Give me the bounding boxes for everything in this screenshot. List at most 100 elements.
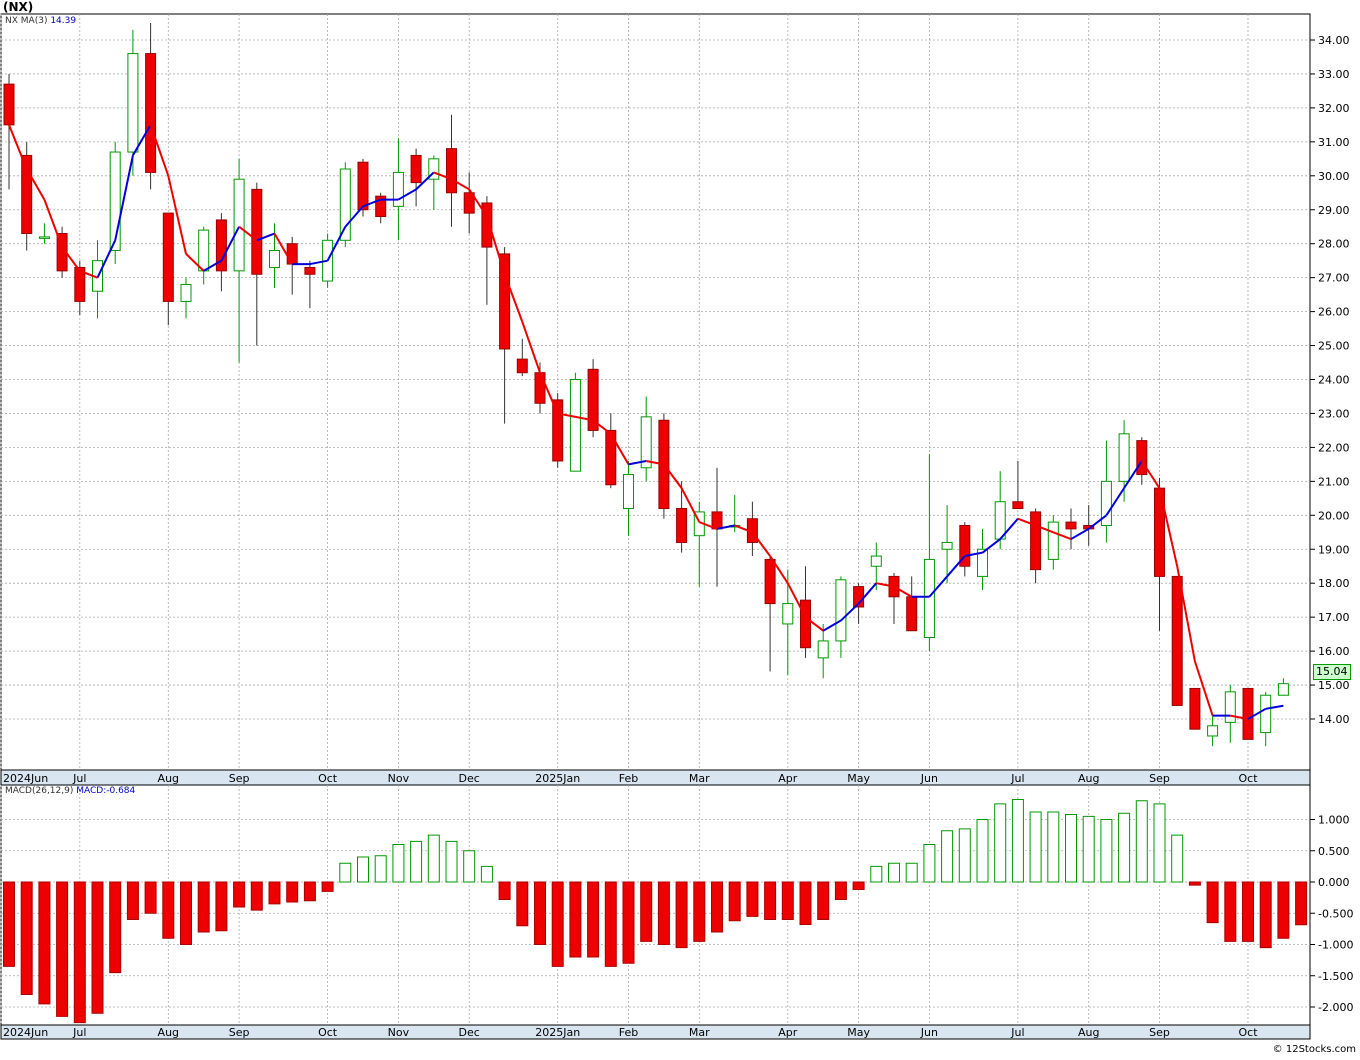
macd-date-label: Feb: [619, 1026, 638, 1039]
macd-bar: [1259, 881, 1272, 949]
macd-bar: [675, 881, 688, 949]
macd-bar: [392, 844, 405, 883]
macd-date-label: Jul: [1010, 1026, 1024, 1039]
candle-body: [1189, 687, 1201, 730]
macd-bar: [162, 881, 175, 939]
ma3-segment: [893, 585, 913, 598]
price-date-label: Aug: [158, 772, 179, 785]
ma3-segment: [43, 199, 64, 248]
candle-body: [623, 474, 634, 510]
candle-body: [1012, 501, 1024, 510]
macd-bar: [498, 881, 511, 900]
macd-bar: [180, 881, 192, 945]
ma3-segment: [433, 171, 452, 181]
ma3-segment: [1052, 531, 1072, 540]
candle-body: [109, 151, 121, 251]
macd-bar: [905, 862, 918, 883]
macd-date-label: Jul: [72, 1026, 86, 1039]
macd-date-label: Dec: [459, 1026, 480, 1039]
macd-panel-frame: [0, 784, 1311, 1026]
macd-bar: [870, 865, 883, 883]
price-date-label: Jul: [72, 772, 86, 785]
macd-bar: [1118, 812, 1131, 883]
macd-bar: [516, 881, 529, 927]
candle-body: [764, 558, 776, 605]
macd-bar: [817, 881, 830, 920]
ma3-segment: [132, 124, 152, 156]
candle-body: [605, 429, 617, 486]
macd-tick-label: 0.500: [1318, 845, 1350, 858]
ma3-segment: [716, 524, 735, 530]
price-date-label: 2025Jan: [535, 772, 580, 785]
macd-legend: MACD(26,12,9) MACD:-0.684: [5, 786, 135, 796]
price-date-label: Nov: [388, 772, 410, 785]
macd-date-label: Mar: [689, 1026, 710, 1039]
candle-body: [38, 236, 50, 239]
macd-bar: [233, 881, 246, 908]
candle-body: [357, 161, 369, 211]
ma3-segment: [1193, 660, 1214, 716]
macd-bar: [764, 881, 777, 920]
ma3-segment: [592, 419, 612, 435]
candle-body: [587, 368, 599, 431]
price-tick-label: 30.00: [1318, 170, 1350, 183]
candle-body: [640, 416, 652, 469]
price-date-label: Mar: [689, 772, 710, 785]
ma3-segment: [680, 487, 701, 523]
price-tick-label: 25.00: [1318, 340, 1350, 353]
macd-bar: [109, 881, 122, 974]
macd-bar: [994, 803, 1007, 883]
price-date-label: Dec: [459, 772, 480, 785]
ma3-segment: [273, 233, 294, 265]
macd-bar: [657, 881, 670, 945]
macd-bar: [958, 828, 971, 883]
macd-bar: [374, 855, 387, 883]
macd-bar: [834, 881, 847, 900]
macd-tick-label: 1.000: [1318, 814, 1350, 827]
price-tick-label: 32.00: [1318, 102, 1350, 115]
price-tick-label: 15.00: [1318, 679, 1350, 692]
ma3-segment: [804, 616, 824, 632]
candle-body: [1065, 521, 1077, 530]
macd-date-label: Apr: [778, 1026, 798, 1039]
candle-body: [1047, 521, 1059, 560]
macd-date-label: Nov: [388, 1026, 410, 1039]
ma3-segment: [468, 188, 488, 218]
macd-bar: [303, 881, 316, 902]
macd-bar: [38, 881, 51, 1005]
price-panel-frame: [0, 13, 1311, 771]
macd-value: MACD:-0.684: [76, 786, 136, 796]
macd-date-label: Aug: [1078, 1026, 1099, 1039]
price-date-label: Feb: [619, 772, 638, 785]
macd-date-label: Sep: [229, 1026, 250, 1039]
candle-body: [215, 219, 227, 272]
price-tick-label: 29.00: [1318, 204, 1350, 217]
ma-value: 14.39: [50, 16, 77, 26]
macd-bar: [1188, 881, 1201, 886]
candle-body: [1224, 691, 1236, 723]
macd-bar: [604, 881, 617, 967]
candle-body: [870, 555, 882, 567]
candle-body: [835, 579, 847, 642]
price-tick-label: 21.00: [1318, 475, 1350, 488]
candle-body: [286, 243, 298, 265]
ma3-segment: [628, 459, 647, 466]
candle-body: [782, 603, 794, 625]
credit-text: © 12Stocks.com: [1272, 1044, 1356, 1055]
macd-tick-label: -1.500: [1318, 970, 1353, 983]
ma3-segment: [362, 198, 382, 208]
price-date-label: Aug: [1078, 772, 1099, 785]
ma3-segment: [1105, 487, 1125, 516]
candle-body: [481, 202, 493, 248]
ma3-segment: [857, 582, 878, 605]
price-date-label: 2024Jun: [3, 772, 48, 785]
ma3-segment: [185, 253, 205, 272]
ma3-segment: [96, 239, 117, 279]
ma3-segment: [822, 619, 842, 632]
macd-date-label: May: [847, 1026, 870, 1039]
ma3-segment: [1088, 514, 1108, 530]
ma3-segment: [1158, 487, 1179, 567]
ma3-segment: [786, 582, 807, 618]
ma3-segment: [1070, 528, 1090, 540]
macd-bar: [1082, 815, 1095, 883]
